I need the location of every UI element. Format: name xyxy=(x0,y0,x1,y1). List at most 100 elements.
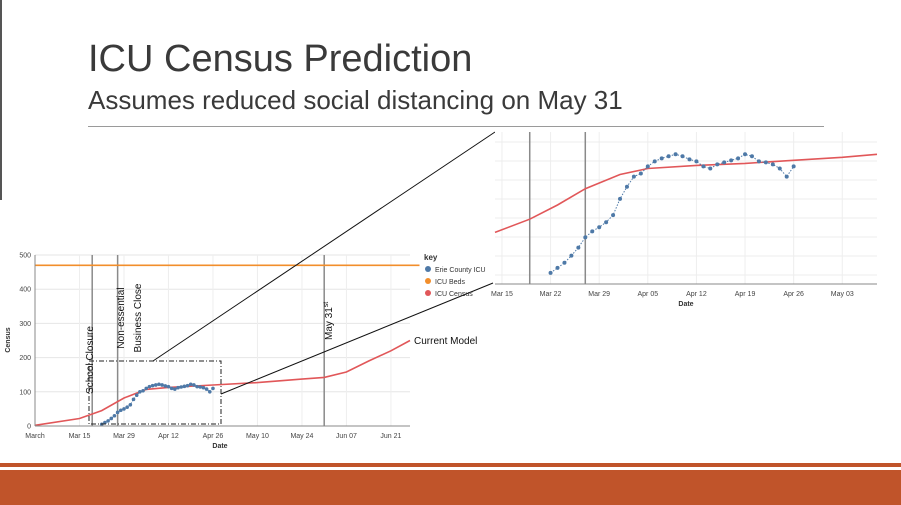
main-point-erie xyxy=(106,419,110,423)
legend-label-census: ICU Census xyxy=(435,291,473,298)
inset-point-erie xyxy=(597,225,602,230)
main-x-tick-label: Jun 21 xyxy=(380,433,401,440)
may31-label: May 31st xyxy=(323,302,335,340)
inset-point-erie xyxy=(652,159,657,164)
inset-axes: Mar 15 Mar 22 Mar 29 Apr 05 Apr 12 Apr 19 Apr … xyxy=(491,283,877,298)
main-point-erie xyxy=(182,384,187,389)
inset-point-erie xyxy=(763,160,768,165)
main-point-erie xyxy=(138,390,142,394)
main-y-tick-label: 200 xyxy=(19,355,31,362)
inset-point-erie xyxy=(777,166,782,171)
main-x-tick-label: Apr 26 xyxy=(203,433,224,440)
main-series-line-erie xyxy=(101,383,214,425)
main-point-erie xyxy=(201,385,206,390)
main-x-axis-title: Date xyxy=(212,443,227,450)
main-point-erie xyxy=(147,384,152,389)
main-point-erie xyxy=(176,385,180,390)
inset-x-tick-label: Apr 05 xyxy=(637,291,658,298)
inset-series-line-census xyxy=(494,153,878,234)
main-point-erie xyxy=(192,383,196,387)
legend: key Erie County ICU ICU Beds ICU Census xyxy=(424,253,486,298)
main-point-erie xyxy=(134,393,139,398)
main-axes: 0 100 200 300 400 500 March Mar 15 Mar 29 Apr 12 A… xyxy=(19,253,410,440)
inset-point-erie xyxy=(604,220,609,225)
legend-label-erie: Erie County ICU xyxy=(435,267,486,274)
main-point-erie xyxy=(125,405,129,409)
main-y-tick-label: 300 xyxy=(19,321,31,328)
inset-x-tick-label: Mar 29 xyxy=(588,291,610,298)
main-point-erie xyxy=(141,388,145,393)
title-divider xyxy=(88,126,824,127)
inset-point-erie xyxy=(756,159,761,164)
main-x-tick-label: Apr 12 xyxy=(158,433,179,440)
main-point-erie xyxy=(157,382,161,387)
inset-point-erie xyxy=(701,164,706,169)
main-y-tick-label: 0 xyxy=(27,424,31,431)
main-point-erie xyxy=(188,382,193,387)
main-series xyxy=(34,264,420,427)
inset-point-erie xyxy=(784,174,789,179)
legend-title: key xyxy=(424,253,438,262)
current-model-label: Current Model xyxy=(414,336,477,347)
inset-point-erie xyxy=(659,156,664,161)
main-point-erie xyxy=(119,408,123,413)
zoom-region-box xyxy=(88,360,222,425)
main-point-erie xyxy=(128,402,133,407)
main-point-erie xyxy=(179,385,183,389)
inset-x-tick-label: Apr 19 xyxy=(735,291,756,298)
zoom-connector-top xyxy=(152,131,496,362)
main-x-tick-label: March xyxy=(25,433,45,440)
inset-point-erie xyxy=(624,184,629,189)
main-point-erie xyxy=(185,383,190,388)
inset-point-erie xyxy=(590,229,595,234)
inset-x-tick-label: May 03 xyxy=(831,291,854,298)
main-point-erie xyxy=(103,420,107,425)
inset-point-erie xyxy=(770,162,775,167)
inset-x-tick-label: Mar 15 xyxy=(491,291,513,298)
main-point-erie xyxy=(150,383,155,388)
inset-point-erie xyxy=(791,164,796,169)
inset-point-erie xyxy=(673,152,678,157)
inset-point-erie xyxy=(729,158,734,163)
inset-point-erie xyxy=(611,213,616,218)
inset-event-lines xyxy=(528,132,587,284)
inset-point-erie xyxy=(618,196,623,201)
non-essential-label-1: Non-essential xyxy=(116,287,127,348)
main-point-erie xyxy=(198,385,203,389)
inset-x-tick-label: Apr 26 xyxy=(783,291,804,298)
main-x-tick-label: May 24 xyxy=(290,433,313,440)
may31-label-group: May 31st xyxy=(323,302,335,340)
inset-point-erie xyxy=(687,157,692,162)
inset-point-erie xyxy=(569,253,574,258)
main-x-tick-label: Mar 15 xyxy=(69,433,91,440)
main-x-tick-label: May 10 xyxy=(246,433,269,440)
main-y-tick-label: 100 xyxy=(19,389,31,396)
inset-point-erie xyxy=(576,245,581,250)
inset-x-tick-label: Apr 12 xyxy=(686,291,707,298)
main-point-erie xyxy=(153,383,158,387)
main-point-erie xyxy=(115,410,120,415)
inset-point-erie xyxy=(694,159,699,164)
inset-point-erie xyxy=(548,270,553,275)
inset-background xyxy=(495,132,877,284)
inset-point-erie xyxy=(736,156,741,161)
inset-point-erie xyxy=(722,160,727,165)
main-point-erie xyxy=(207,390,212,394)
main-event-lines xyxy=(91,255,325,426)
inset-x-axis-title: Date xyxy=(678,301,693,308)
legend-swatch-beds xyxy=(425,278,431,284)
main-point-erie xyxy=(112,413,117,418)
inset-point-erie xyxy=(555,265,560,270)
main-point-erie xyxy=(144,386,149,391)
main-x-tick-label: Mar 29 xyxy=(113,433,135,440)
inset-point-erie xyxy=(715,162,720,167)
inset-point-erie xyxy=(666,154,671,159)
main-point-erie xyxy=(109,416,114,421)
main-point-erie xyxy=(195,384,199,389)
school-closure-label: School Closure xyxy=(85,326,96,394)
slide-edge xyxy=(0,0,2,200)
slide-subtitle: Assumes reduced social distancing on May… xyxy=(88,85,623,115)
main-point-erie xyxy=(131,397,136,402)
main-series-line-census xyxy=(34,339,411,427)
footer-band xyxy=(0,470,901,505)
